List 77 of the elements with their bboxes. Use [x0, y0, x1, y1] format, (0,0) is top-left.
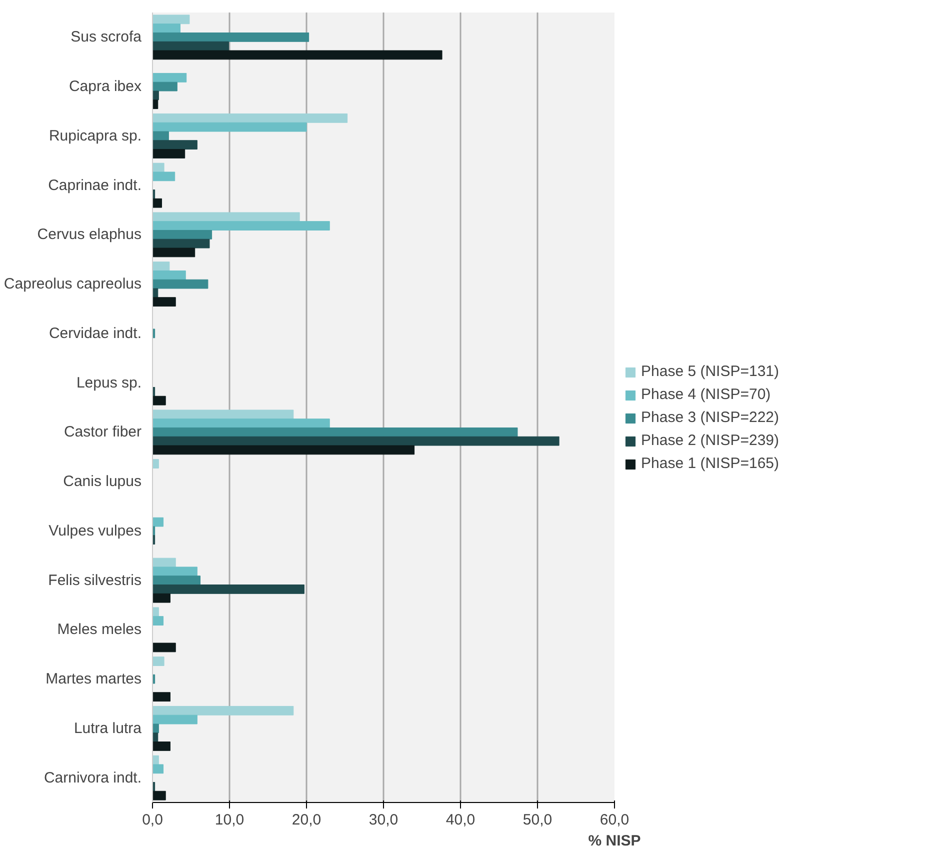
x-tick-label: 60,0 [600, 812, 630, 828]
bar [152, 742, 170, 751]
bar [152, 172, 176, 182]
legend-label: Phase 1 (NISP=165) [641, 455, 779, 472]
bar [152, 100, 158, 110]
bar [152, 459, 159, 468]
y-tick-label: Sus scrofa [70, 28, 142, 46]
y-tick-label: Canis lupus [63, 473, 142, 490]
bar [152, 131, 169, 141]
bar [152, 32, 310, 42]
bar [152, 140, 198, 150]
y-tick-label: Caprinae indt. [48, 176, 142, 194]
bar [152, 24, 180, 33]
y-tick-label: Martes martes [46, 670, 142, 688]
y-tick-label: Cervidae indt. [48, 324, 142, 342]
bar [152, 445, 415, 455]
bar [152, 566, 198, 576]
legend-label: Phase 4 (NISP=70) [641, 386, 771, 403]
y-tick-label: Felis silvestris [48, 572, 142, 589]
y-tick-label: Lepus sp. [76, 374, 142, 392]
x-tick-label: 0,0 [142, 812, 163, 828]
bar [152, 122, 307, 132]
bar [152, 706, 294, 716]
y-tick-label: Lutra lutra [74, 720, 142, 737]
x-axis-title: % NISP [588, 832, 641, 850]
y-tick-label: Castor fiber [64, 424, 142, 441]
bar [152, 279, 208, 289]
bar [152, 41, 229, 51]
bar [152, 230, 212, 240]
bar [152, 297, 176, 307]
bar [152, 692, 170, 702]
bar [152, 248, 196, 258]
x-tick-label: 50,0 [522, 812, 552, 828]
x-tick-label: 40,0 [446, 812, 476, 828]
x-tick-label: 20,0 [292, 812, 322, 828]
bar [152, 584, 304, 594]
y-tick-label: Cervus elaphus [37, 226, 142, 244]
bar [152, 270, 186, 280]
bar [152, 790, 166, 800]
bar [152, 221, 330, 230]
bar [152, 410, 294, 420]
bar [152, 262, 170, 271]
y-tick-label: Rupicapra sp. [48, 127, 142, 144]
bar [152, 238, 210, 248]
legend-label: Phase 2 (NISP=239) [641, 432, 779, 449]
bar [152, 72, 187, 82]
bar [152, 517, 164, 527]
x-tick-label: 10,0 [214, 812, 244, 828]
bar [152, 212, 300, 222]
y-tick-label: Vulpes vulpes [48, 522, 142, 540]
bar [152, 82, 178, 92]
bar [152, 724, 159, 734]
bar [152, 656, 164, 666]
bar [152, 593, 170, 603]
bar [152, 714, 198, 724]
bar [152, 418, 330, 428]
bar [152, 50, 442, 60]
bar [152, 113, 348, 123]
bar [152, 436, 560, 446]
bar [152, 642, 176, 652]
bar [152, 14, 190, 24]
bar [152, 764, 164, 774]
bar [152, 396, 166, 406]
legend-label: Phase 5 (NISP=131) [641, 363, 779, 380]
bar [152, 607, 159, 617]
bar [152, 427, 518, 437]
x-tick-label: 30,0 [368, 812, 398, 828]
y-tick-label: Capra ibex [68, 78, 142, 96]
bar [152, 149, 186, 158]
y-tick-label: Meles meles [57, 621, 142, 638]
y-tick-label: Capreolus capreolus [4, 276, 142, 293]
bar [152, 576, 200, 586]
bar [152, 90, 159, 100]
bar [152, 616, 164, 626]
y-tick-label: Carnivora indt. [44, 769, 142, 786]
legend-label: Phase 3 (NISP=222) [641, 409, 779, 426]
bar [152, 198, 162, 208]
